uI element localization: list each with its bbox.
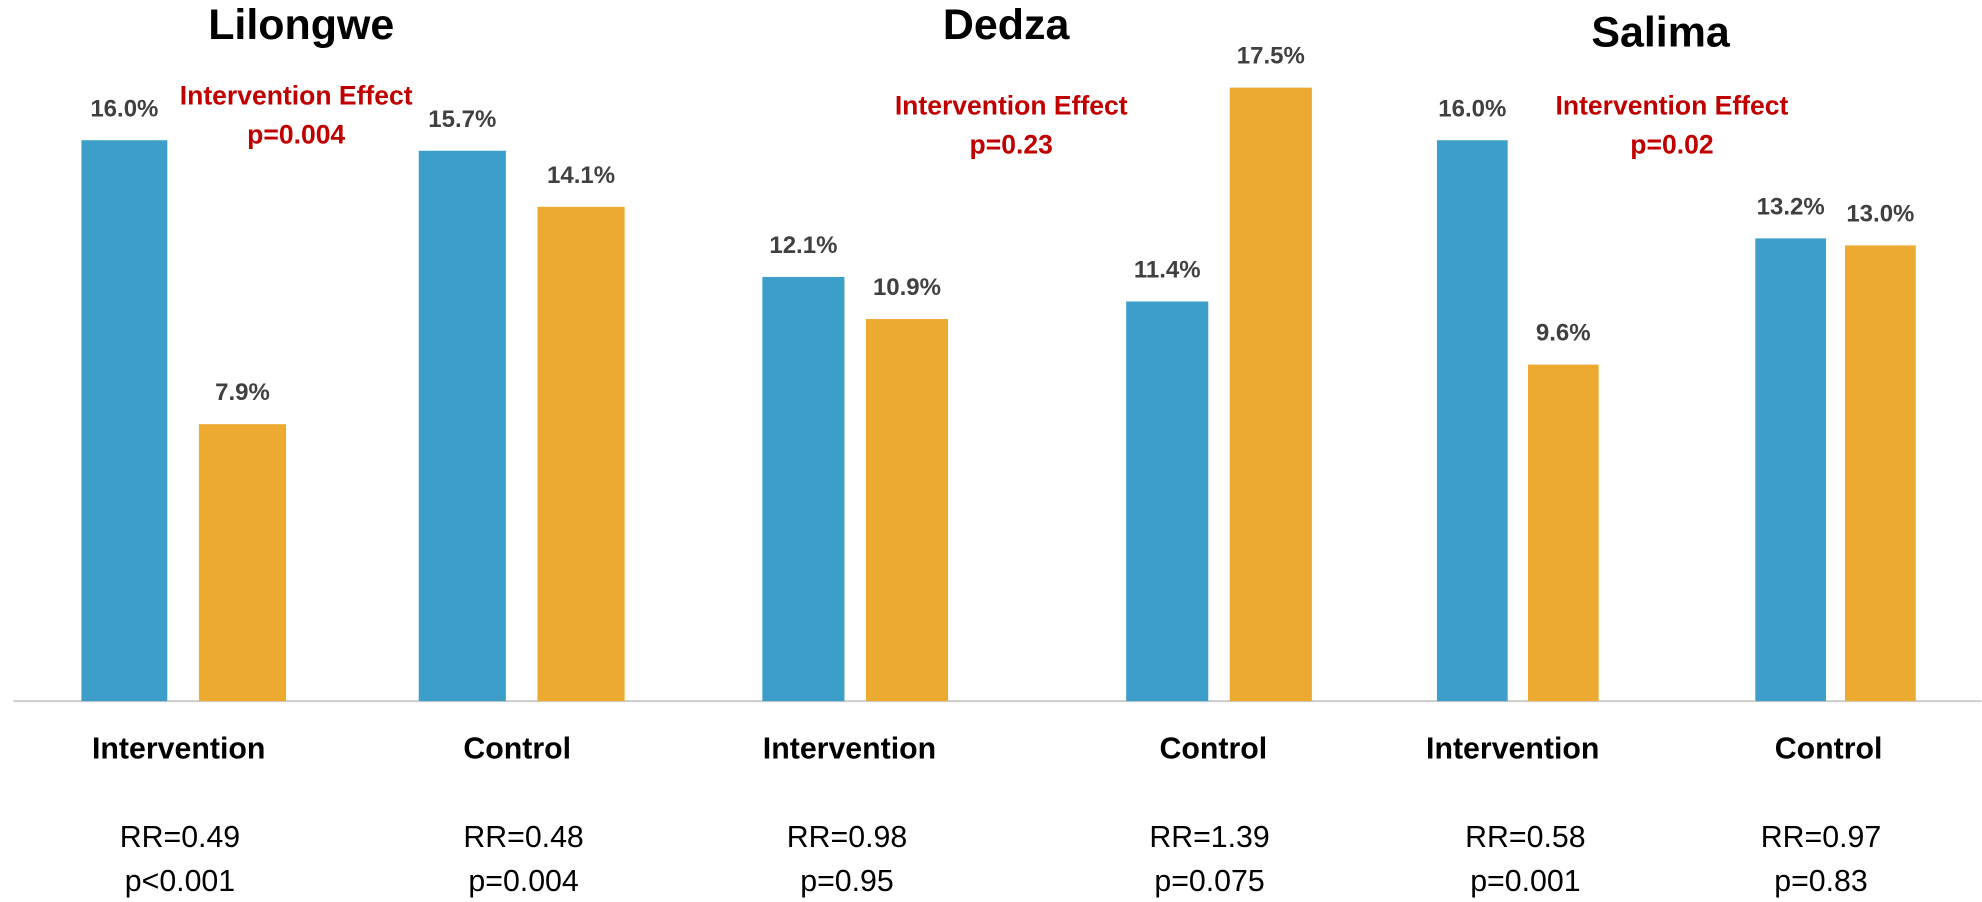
value-label: 14.1% <box>547 162 615 189</box>
value-label: 7.9% <box>215 379 270 406</box>
category-label: Control <box>463 732 571 765</box>
category-label: Intervention <box>92 732 265 765</box>
rr-label: RR=0.49 <box>120 821 240 854</box>
rr-label: RR=0.48 <box>463 821 583 854</box>
category-label: Intervention <box>1426 732 1599 765</box>
value-label: 16.0% <box>90 95 158 122</box>
category-label: Control <box>1775 732 1883 765</box>
category-label: Intervention <box>763 732 936 765</box>
value-label: 13.2% <box>1757 193 1825 220</box>
rr-label: p=0.95 <box>800 865 894 898</box>
bar <box>1436 140 1508 702</box>
rr-label: RR=0.98 <box>787 821 907 854</box>
annotation: p=0.004 <box>247 119 345 149</box>
bar <box>418 150 506 702</box>
group-title: Salima <box>1591 9 1731 57</box>
value-label: 13.0% <box>1846 200 1914 227</box>
group-title: Dedza <box>943 1 1071 49</box>
category-label: Control <box>1159 732 1267 765</box>
rr-label: p=0.004 <box>468 865 578 898</box>
rr-label: RR=0.58 <box>1465 821 1585 854</box>
rr-label: p=0.83 <box>1774 865 1868 898</box>
annotation: Intervention Effect <box>180 80 413 110</box>
group-title: Lilongwe <box>208 1 394 49</box>
bar <box>537 206 625 702</box>
value-label: 10.9% <box>873 274 941 301</box>
annotation: p=0.02 <box>1630 130 1713 160</box>
bar <box>1844 245 1916 702</box>
annotation: p=0.23 <box>970 130 1053 160</box>
bar <box>1527 364 1599 702</box>
rr-label: p=0.075 <box>1154 865 1264 898</box>
rr-label: RR=0.97 <box>1761 821 1881 854</box>
bar <box>1755 238 1827 702</box>
bar <box>198 424 287 702</box>
bar <box>81 140 168 702</box>
annotation: Intervention Effect <box>1556 90 1789 120</box>
value-label: 9.6% <box>1536 320 1591 347</box>
value-label: 17.5% <box>1237 43 1305 70</box>
rr-label: p=0.001 <box>1470 865 1580 898</box>
bar <box>1229 87 1312 702</box>
annotation: Intervention Effect <box>895 90 1128 120</box>
value-label: 15.7% <box>428 106 496 133</box>
value-label: 12.1% <box>769 232 837 259</box>
bar <box>762 276 845 702</box>
bar <box>1126 301 1209 702</box>
value-label: 16.0% <box>1438 95 1506 122</box>
value-label: 11.4% <box>1134 257 1201 284</box>
rr-label: p<0.001 <box>125 865 235 898</box>
rr-label: RR=1.39 <box>1149 821 1269 854</box>
bar <box>865 319 949 702</box>
